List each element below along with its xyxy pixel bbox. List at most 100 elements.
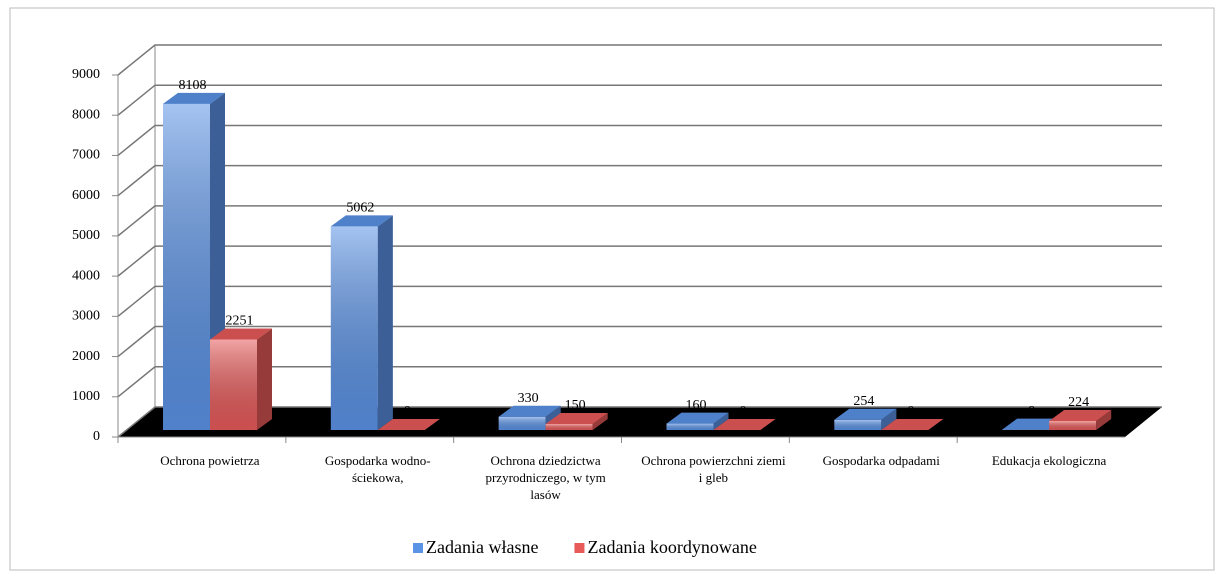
bar-top-shade <box>377 419 440 430</box>
bar-front-shade <box>498 416 546 430</box>
data-label: 0 <box>740 404 747 419</box>
bar-top <box>713 419 776 430</box>
bar-top-shade <box>498 405 561 417</box>
data-label: 5062 <box>346 201 374 216</box>
bar-side <box>713 412 729 430</box>
data-label: 8108 <box>179 78 207 93</box>
data-label: 2251 <box>226 314 254 329</box>
grid-line <box>117 285 1162 317</box>
bar-side-shade <box>1096 409 1112 430</box>
bar <box>834 408 897 430</box>
data-label: 254 <box>853 394 874 409</box>
bar-top <box>498 405 561 417</box>
bar-top <box>1002 418 1065 430</box>
legend-label: Zadania koordynowane <box>587 537 756 557</box>
bar-side-shade <box>377 215 393 430</box>
bar-top <box>330 215 393 227</box>
data-label: 150 <box>565 398 586 413</box>
bar-top <box>545 412 608 424</box>
bar <box>377 419 440 430</box>
bar-top-shade <box>545 412 608 424</box>
bar-top-shade <box>881 419 944 430</box>
bar-top-shade <box>834 408 897 420</box>
bar-side <box>881 408 897 430</box>
bar <box>666 412 729 430</box>
x-tick-label: Ochrona powietrza <box>160 453 260 468</box>
bar-top-shade <box>713 419 776 430</box>
legend-label: Zadania własne <box>426 537 538 557</box>
bar <box>1049 409 1112 430</box>
data-label: 160 <box>686 398 707 413</box>
bar-side-shade <box>257 328 272 430</box>
y-tick-label: 4000 <box>72 268 100 283</box>
grid-line <box>117 84 1162 116</box>
bar <box>881 419 944 430</box>
bar-side <box>592 412 608 430</box>
bar-front-shade <box>210 339 257 430</box>
bar <box>210 328 272 430</box>
bar-side-shade <box>592 412 608 430</box>
grid-line <box>117 366 1162 398</box>
grid-line <box>117 245 1162 277</box>
bar <box>545 412 608 430</box>
bar-front-shade <box>545 423 593 430</box>
bar-top <box>1049 409 1112 421</box>
bar-top <box>881 419 944 430</box>
grid-line <box>117 124 1162 157</box>
bar-top <box>210 328 272 340</box>
grid-line <box>117 205 1162 237</box>
bar <box>1002 418 1065 430</box>
y-tick-label: 2000 <box>72 349 100 364</box>
bar-top <box>834 408 897 420</box>
bar-top-shade <box>1049 409 1112 421</box>
x-tick-label: Edukacja ekologiczna <box>991 453 1107 468</box>
grid-line <box>117 164 1162 197</box>
bar <box>330 215 393 430</box>
bar-top <box>377 419 440 430</box>
bar-side <box>257 328 272 430</box>
bar-side-shade <box>713 412 729 430</box>
grid-line <box>117 325 1162 358</box>
bar-top-shade <box>163 92 225 104</box>
bar-front-shade <box>834 419 882 430</box>
bar-front-shade <box>1049 420 1097 430</box>
y-tick-label: 1000 <box>72 389 100 404</box>
bar-top-shade <box>1002 418 1065 430</box>
legend-swatch <box>413 543 423 553</box>
bar-top <box>163 92 225 104</box>
bar-front-shade <box>330 226 378 430</box>
y-tick-label: 0 <box>93 429 100 444</box>
bar-side <box>377 215 393 430</box>
data-label: 0 <box>907 404 914 419</box>
x-tick-label: Gospodarka odpadami <box>822 453 940 468</box>
y-tick-label: 7000 <box>72 148 100 163</box>
y-tick-label: 3000 <box>72 309 100 324</box>
floor <box>118 407 1162 437</box>
y-tick-label: 8000 <box>72 107 100 122</box>
data-label: 224 <box>1068 395 1089 410</box>
bar <box>713 419 776 430</box>
legend-swatch <box>574 543 585 553</box>
bar-top <box>666 412 729 424</box>
x-tick-label: Gospodarka wodno-ściekowa, <box>324 453 431 485</box>
data-label: 8 <box>1028 404 1035 419</box>
bar-side-shade <box>881 408 897 430</box>
x-tick-label: Ochrona powierzchni ziemi i gleb <box>641 453 786 485</box>
grid-line <box>117 44 1162 76</box>
chart-border <box>9 7 1215 571</box>
bar-top-shade <box>666 412 729 424</box>
bar-top-shade <box>330 215 393 227</box>
data-label: 330 <box>518 391 539 406</box>
x-tick-label: Ochrona dziedzictwa przyrodniczego, w ty… <box>485 453 606 502</box>
bar-front-shade <box>163 103 210 430</box>
y-tick-label: 6000 <box>72 188 100 203</box>
bar-front-shade <box>666 423 714 430</box>
bar <box>498 405 561 430</box>
bar-side <box>1096 409 1112 430</box>
grid-line <box>117 406 1162 438</box>
y-tick-label: 9000 <box>72 67 100 82</box>
bar-top-shade <box>210 328 272 340</box>
data-label: 0 <box>404 404 411 419</box>
